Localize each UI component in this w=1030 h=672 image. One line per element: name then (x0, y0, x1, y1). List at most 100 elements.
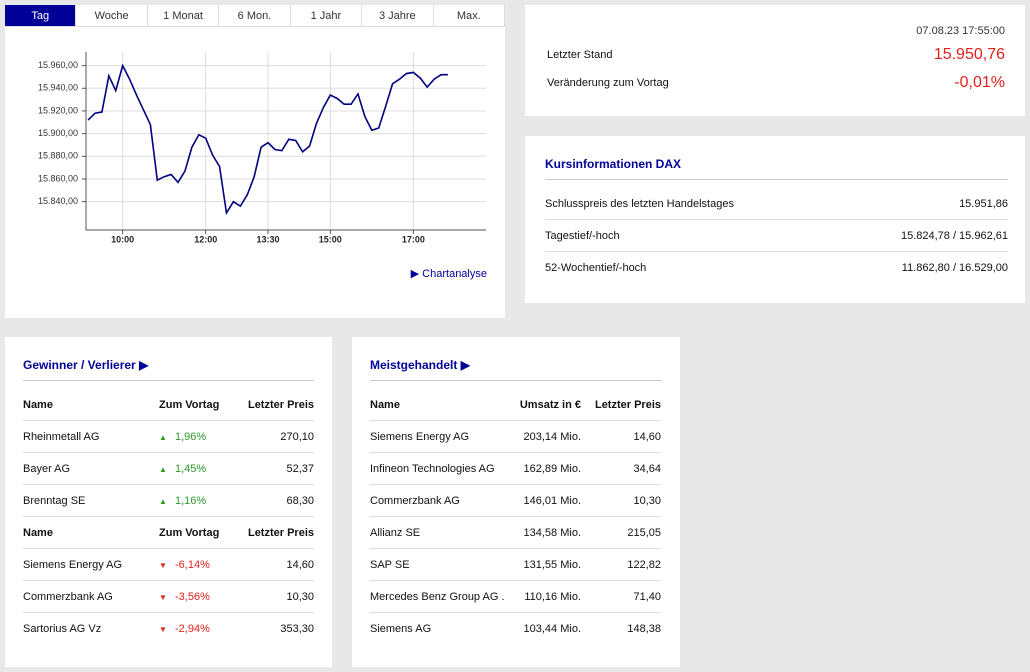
x-tick-label: 13:30 (256, 234, 279, 244)
y-tick-label: 15.960,00 (38, 60, 78, 70)
header-row: Name Zum Vortag Letzter Preis (23, 516, 314, 549)
panel-title-text[interactable]: Meistgehandelt (370, 358, 458, 372)
change: 1,45% (175, 462, 207, 475)
price: 34,64 (581, 452, 661, 485)
price: 14,60 (229, 548, 314, 581)
info-label: Schlusspreis des letzten Handelstages (545, 188, 777, 220)
turnover: 131,55 Mio. (505, 548, 581, 581)
row[interactable]: Allianz SE 134,58 Mio. 215,05 (370, 516, 661, 549)
change-cell: ▼ -2,94% (159, 613, 229, 645)
quote-panel: 07.08.23 17:55:00 Letzter Stand 15.950,7… (525, 5, 1025, 116)
row[interactable]: Mercedes Benz Group AG ... 110,16 Mio. 71,… (370, 580, 661, 613)
tab[interactable]: Tag (5, 5, 77, 27)
tab[interactable]: 6 Mon. (219, 5, 291, 27)
line (87, 63, 448, 216)
quote-label: Letzter Stand (547, 49, 613, 61)
chart: 15.840,00 15.860,00 15.880,00 15.900,00 15.9… (38, 52, 486, 244)
name: Commerzbank AG (23, 580, 159, 613)
info-row: Schlusspreis des letzten Handelstages 15.… (545, 188, 1008, 220)
header-cell: Name (370, 389, 505, 421)
name: Infineon Technologies AG (370, 452, 505, 485)
row[interactable]: Sartorius AG Vz ▼ -2,94% 353,30 (23, 613, 314, 645)
trend-icon: ▲ (159, 432, 167, 442)
price: 10,30 (581, 484, 661, 517)
row[interactable]: Siemens Energy AG ▼ -6,14% 14,60 (23, 548, 314, 581)
tab[interactable]: 1 Monat (147, 5, 220, 27)
header-row: Name Umsatz in € Letzter Preis (370, 389, 661, 421)
y-tick-label: 15.860,00 (38, 173, 78, 183)
tab[interactable]: 3 Jahre (362, 5, 434, 27)
y-tick-label: 15.920,00 (38, 105, 78, 115)
header-cell: Name (23, 516, 159, 549)
turnover: 103,44 Mio. (523, 622, 581, 635)
trend-icon: ▼ (159, 560, 167, 570)
name: Sartorius AG Vz (23, 622, 102, 635)
price: 14,60 (581, 420, 661, 453)
row[interactable]: Rheinmetall AG ▲ 1,96% 270,10 (23, 420, 314, 453)
trend-icon: ▼ (159, 624, 167, 634)
info-label: 52-Wochentief/-hoch (545, 261, 647, 274)
change: -6,14% (175, 558, 210, 571)
y-tick-label: 15.840,00 (38, 196, 78, 206)
quote-value: 15.950,76 (933, 46, 1005, 63)
row[interactable]: Commerzbank AG 146,01 Mio. 10,30 (370, 484, 661, 517)
panel-title[interactable]: Meistgehandelt ▶ (370, 352, 662, 381)
trend-icon: ▲ (159, 464, 167, 474)
quote-label: Veränderung zum Vortag (547, 77, 669, 89)
chart-link-text[interactable]: Chartanalyse (422, 268, 487, 280)
turnover: 110,16 Mio. (505, 580, 581, 613)
chart-link[interactable]: ▶ Chartanalyse (410, 268, 487, 280)
row[interactable]: Siemens AG 103,44 Mio. 148,38 (370, 613, 661, 645)
panel-title[interactable]: Gewinner / Verlierer ▶ (23, 352, 314, 381)
change: 1,96% (175, 430, 207, 443)
quote-value: -0,01% (954, 74, 1005, 91)
timestamp: 07.08.23 17:55:00 (916, 25, 1005, 37)
name: SAP SE (370, 548, 505, 581)
tab[interactable]: Max. (433, 5, 505, 27)
row[interactable]: Brenntag SE ▲ 1,16% 68,30 (23, 484, 314, 517)
turnover: 203,14 Mio. (505, 420, 581, 453)
x-tick-label: 10:00 (111, 234, 134, 244)
movers-panel: Gewinner / Verlierer ▶ Name Zum Vortag Let… (5, 337, 332, 667)
row[interactable]: Siemens Energy AG 203,14 Mio. 14,60 (370, 420, 661, 453)
price: 270,10 (229, 420, 314, 453)
panel-title-text[interactable]: Gewinner / Verlierer (23, 358, 136, 372)
change-cell: ▼ -3,56% (159, 580, 229, 613)
change: 1,16% (175, 494, 207, 507)
header-cell: Letzter Preis (581, 389, 661, 421)
tabs: Tag Woche 1 Monat 6 Mon. 1 Jahr 3 Jahre Max. (5, 5, 505, 27)
y-tick-label: 15.940,00 (38, 83, 78, 93)
info-row: Tagestief/-hoch 15.824,78 / 15.962,61 (545, 219, 1008, 252)
row[interactable]: Infineon Technologies AG 162,89 Mio. 34,64 (370, 452, 661, 485)
chart-panel: Tag Woche 1 Monat 6 Mon. 1 Jahr 3 Jahre Max. 1… (5, 5, 505, 318)
x-tick-label: 12:00 (194, 234, 217, 244)
row[interactable]: Bayer AG ▲ 1,45% 52,37 (23, 452, 314, 485)
info-value: 11.862,80 / 16.529,00 (901, 261, 1008, 274)
traded-panel: Meistgehandelt ▶ Name Umsatz in € Letzter … (352, 337, 680, 667)
trend-icon: ▼ (159, 592, 167, 602)
info-panel: Kursinformationen DAX Schlusspreis des l… (525, 136, 1025, 303)
price: 71,40 (581, 580, 661, 613)
change: -2,94% (175, 622, 210, 635)
trend-icon: ▲ (159, 496, 167, 506)
header-cell: Letzter Preis (229, 516, 314, 549)
y-tick-label: 15.900,00 (38, 128, 78, 138)
turnover: 134,58 Mio. (505, 516, 581, 549)
name: Allianz SE (370, 516, 505, 549)
change-cell: ▲ 1,96% (159, 420, 229, 453)
tab[interactable]: 1 Jahr (290, 5, 363, 27)
change: -3,56% (175, 590, 210, 603)
row[interactable]: Commerzbank AG ▼ -3,56% 10,30 (23, 580, 314, 613)
name: Siemens AG (370, 622, 432, 635)
tab[interactable]: Woche (76, 5, 148, 27)
price: 52,37 (229, 452, 314, 485)
header-row: Name Zum Vortag Letzter Preis (23, 389, 314, 421)
header-cell: Letzter Preis (229, 389, 314, 421)
change-cell: ▲ 1,16% (159, 484, 229, 517)
price: 68,30 (229, 484, 314, 517)
name: Bayer AG (23, 452, 159, 485)
row[interactable]: SAP SE 131,55 Mio. 122,82 (370, 548, 661, 581)
x-tick-label: 17:00 (402, 234, 425, 244)
name: Mercedes Benz Group AG ... (370, 580, 505, 613)
